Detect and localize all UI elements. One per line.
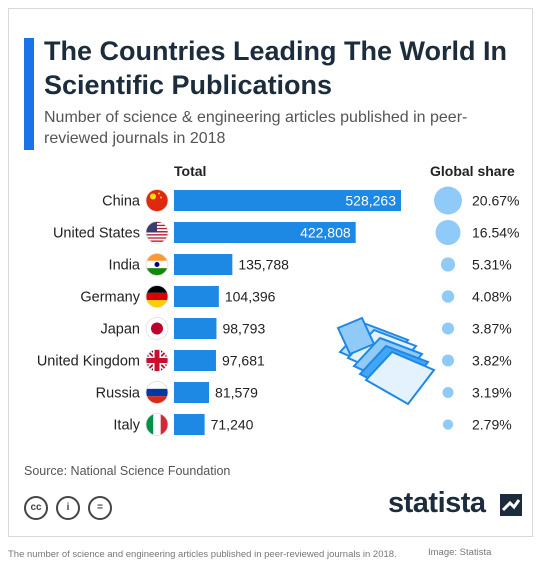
flag-china-icon xyxy=(145,189,169,212)
value-label: 81,579 xyxy=(215,385,258,401)
share-bubble xyxy=(442,387,454,398)
attribution-icon[interactable]: i xyxy=(56,496,80,520)
share-bubble xyxy=(435,219,461,246)
bar xyxy=(174,222,356,243)
statista-logo-mark xyxy=(500,494,522,516)
bar xyxy=(174,382,210,403)
category-label: Russia xyxy=(96,386,141,402)
share-label: 20.67% xyxy=(472,193,519,209)
category-label: India xyxy=(109,258,141,274)
image-caption: The number of science and engineering ar… xyxy=(8,549,397,560)
flag-usa-icon xyxy=(145,221,169,244)
flag-uk-icon xyxy=(145,349,169,372)
column-header-global-share: Global share xyxy=(430,163,515,179)
bar xyxy=(174,350,216,371)
share-bubble xyxy=(441,322,455,335)
category-label: Germany xyxy=(80,290,140,306)
flag-japan-icon xyxy=(145,317,169,340)
share-label: 3.19% xyxy=(472,385,512,401)
bar-chart: China 528,263 20.67% United States 422,808 16… xyxy=(37,186,519,436)
bar xyxy=(174,190,401,211)
share-bubble xyxy=(441,290,455,303)
share-bubble xyxy=(442,419,454,430)
category-label: United States xyxy=(53,226,140,242)
category-label: United Kingdom xyxy=(37,354,140,370)
column-header-total: Total xyxy=(174,163,207,179)
flag-italy-icon xyxy=(145,413,169,436)
flag-germany-icon xyxy=(145,285,169,308)
value-label: 71,240 xyxy=(211,417,254,433)
category-label: China xyxy=(102,194,141,210)
value-label: 98,793 xyxy=(222,321,265,337)
bar xyxy=(174,414,205,435)
title-accent-bar xyxy=(24,38,34,150)
flag-russia-icon xyxy=(145,381,169,404)
share-label: 2.79% xyxy=(472,417,512,433)
bar xyxy=(174,286,219,307)
share-bubble xyxy=(434,186,462,215)
cc-license-icon[interactable]: cc xyxy=(24,496,48,520)
share-label: 5.31% xyxy=(472,257,512,273)
source-note: Source: National Science Foundation xyxy=(24,464,231,478)
statista-logo[interactable]: statista xyxy=(388,487,486,519)
bar xyxy=(174,254,233,275)
share-label: 4.08% xyxy=(472,289,512,305)
share-label: 3.87% xyxy=(472,321,512,337)
value-label: 135,788 xyxy=(238,257,289,273)
flag-india-icon xyxy=(145,253,169,276)
chart-title: The Countries Leading The World In Scien… xyxy=(44,36,508,100)
category-label: Japan xyxy=(100,322,140,338)
share-label: 16.54% xyxy=(472,225,519,241)
chart-subtitle: Number of science & engineering articles… xyxy=(44,109,468,147)
value-label: 528,263 xyxy=(345,193,396,209)
bar xyxy=(174,318,217,339)
share-label: 3.82% xyxy=(472,353,512,369)
value-label: 97,681 xyxy=(222,353,265,369)
image-credit: Image: Statista xyxy=(428,547,492,558)
category-label: Italy xyxy=(113,418,140,434)
share-bubble xyxy=(441,354,455,367)
value-label: 104,396 xyxy=(225,289,276,305)
no-derivatives-icon[interactable]: = xyxy=(88,496,112,520)
share-bubble xyxy=(440,257,456,272)
book-illustration xyxy=(336,316,436,406)
infographic-card xyxy=(8,8,533,537)
value-label: 422,808 xyxy=(300,225,351,241)
